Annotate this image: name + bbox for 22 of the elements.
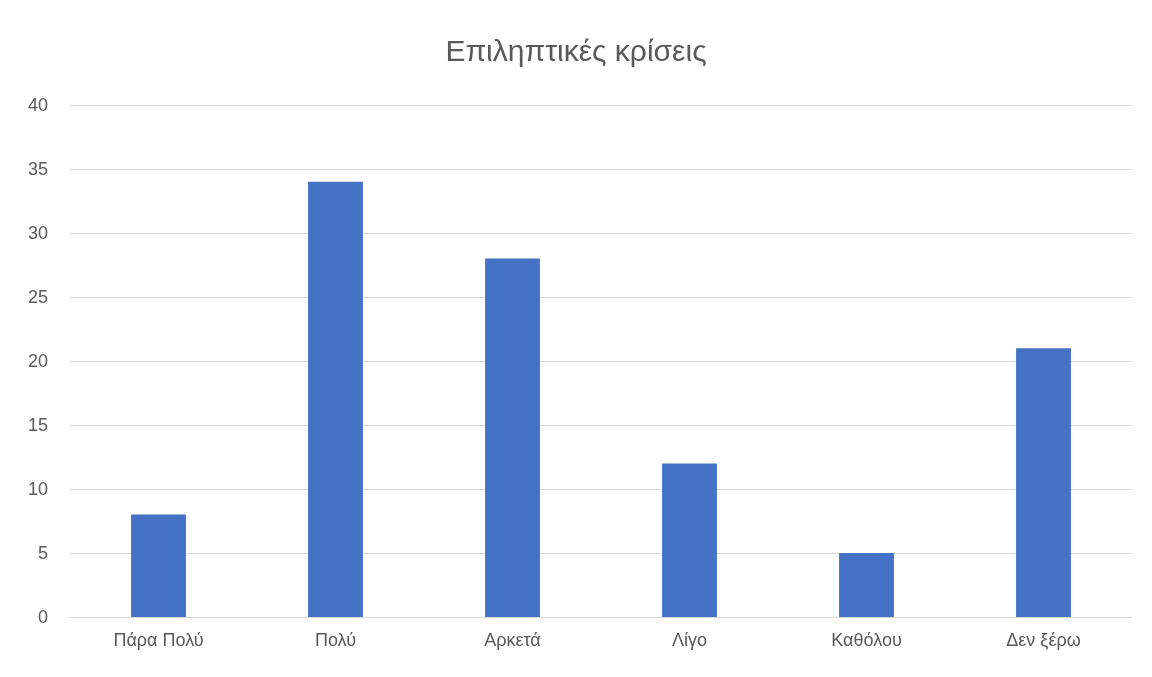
y-tick-label: 20 <box>27 351 48 371</box>
bar <box>485 258 540 617</box>
bar <box>839 553 894 617</box>
bar <box>131 514 186 617</box>
y-tick-label: 0 <box>37 607 48 627</box>
bar <box>1016 348 1071 617</box>
y-tick-label: 40 <box>27 95 48 115</box>
bar <box>662 463 717 617</box>
x-tick-label: Πολύ <box>314 630 357 650</box>
y-tick-label: 35 <box>27 159 48 179</box>
x-tick-label: Λίγο <box>671 630 708 650</box>
chart-title: Επιληπτικές κρίσεις <box>445 33 707 67</box>
x-tick-label: Πάρα Πολύ <box>113 630 204 650</box>
x-tick-label: Αρκετά <box>484 630 541 650</box>
y-tick-label: 10 <box>27 479 48 499</box>
y-tick-label: 25 <box>27 287 48 307</box>
y-tick-label: 30 <box>27 223 48 243</box>
y-tick-label: 15 <box>27 415 48 435</box>
bar <box>308 181 363 617</box>
y-tick-label: 5 <box>37 543 48 563</box>
x-tick-label: Δεν ξέρω <box>1006 630 1081 650</box>
x-tick-label: Καθόλου <box>831 630 902 650</box>
